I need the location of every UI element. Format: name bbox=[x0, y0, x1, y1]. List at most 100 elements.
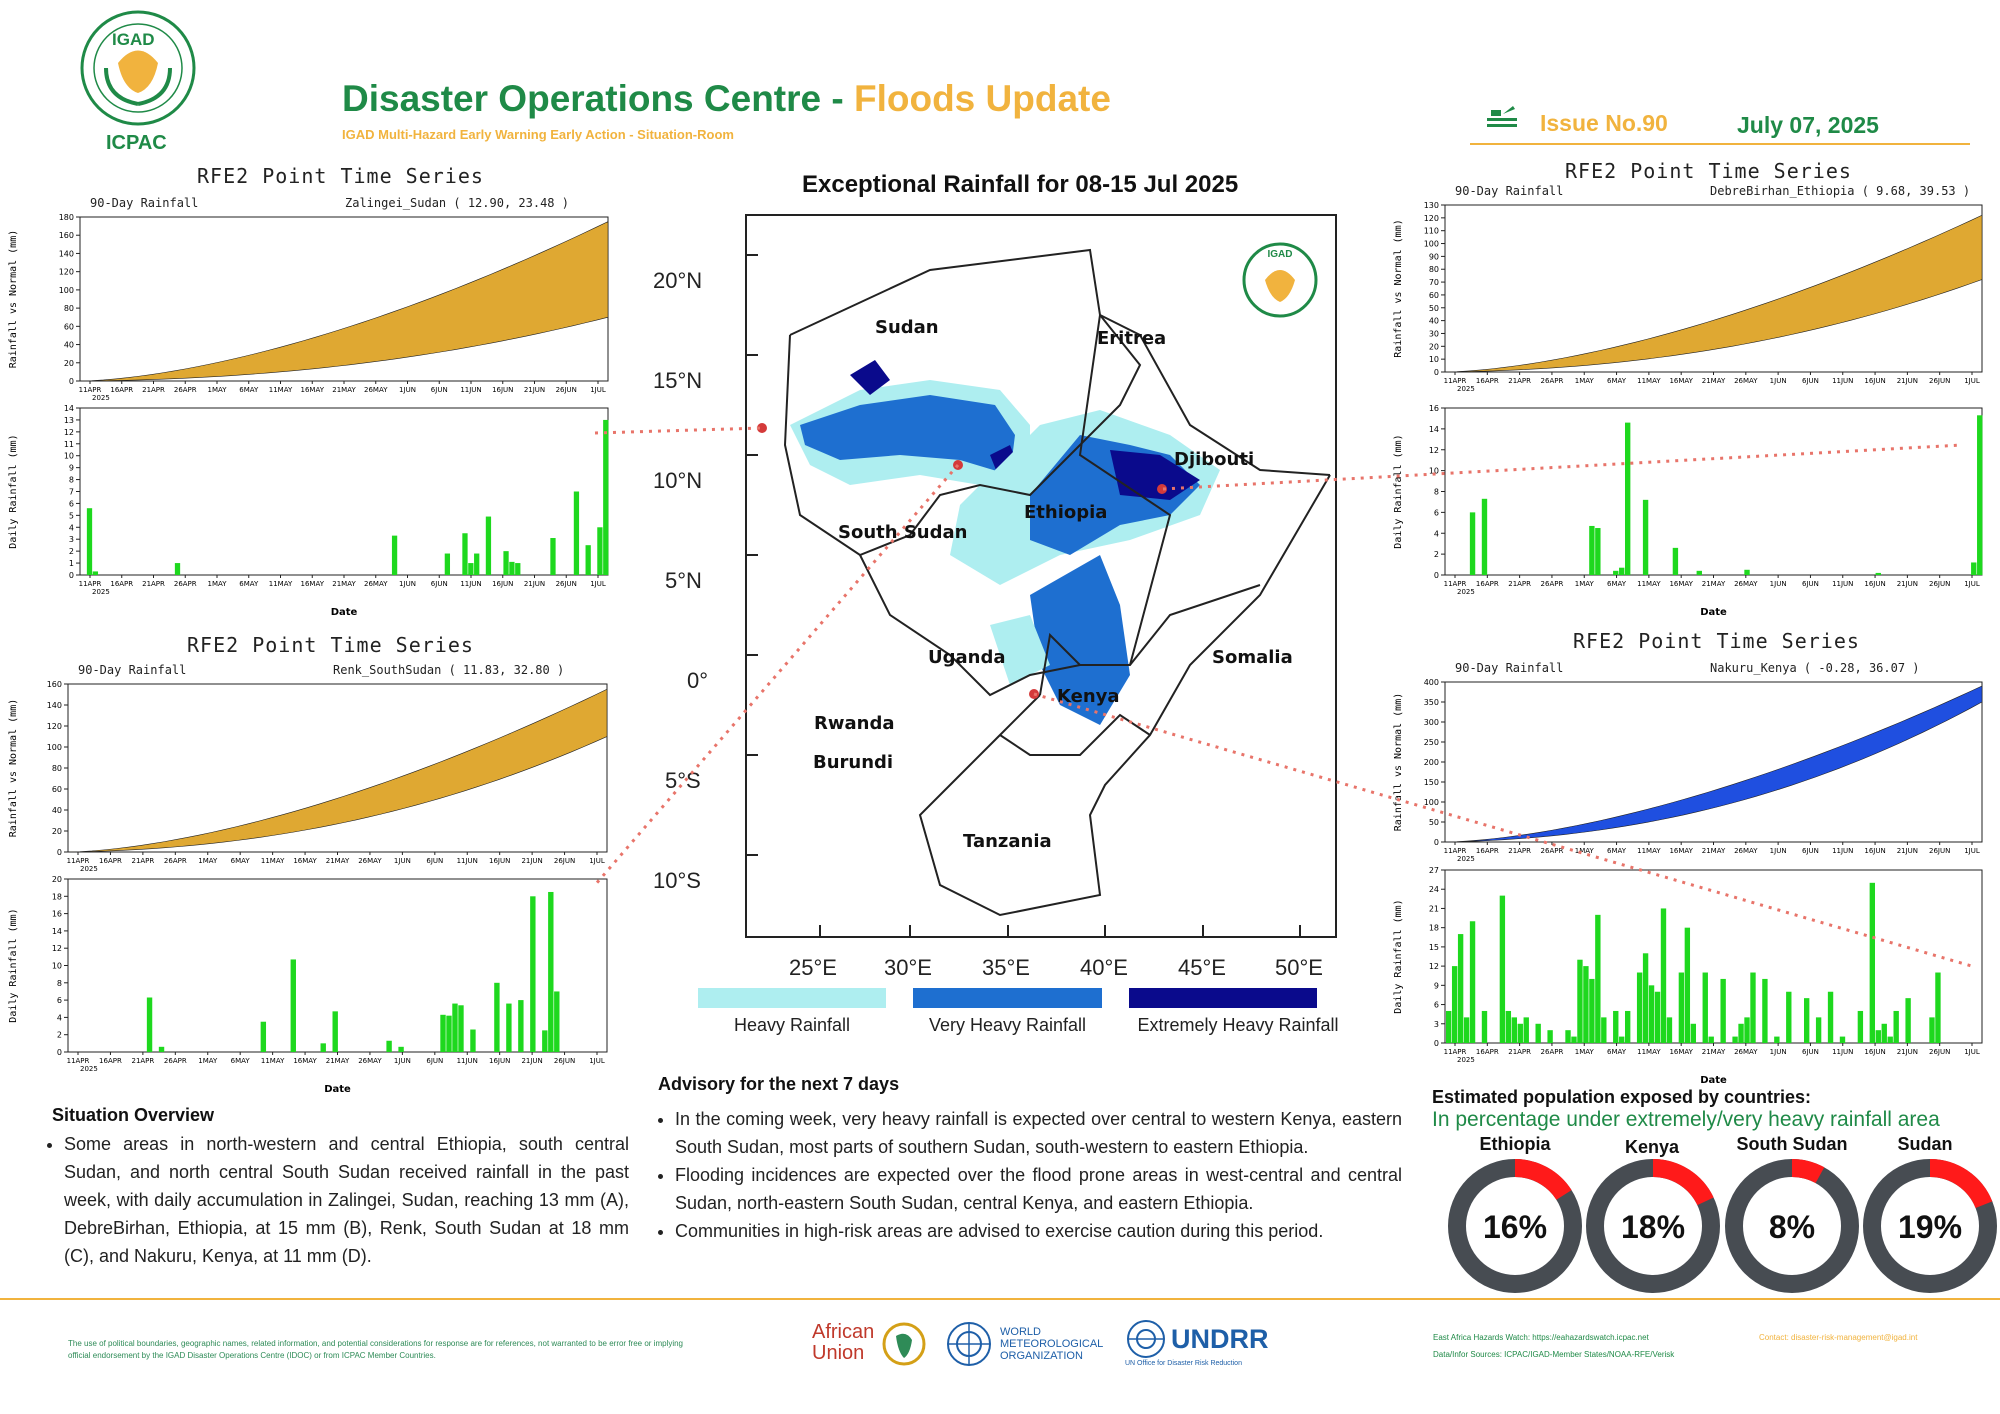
date-axis-title: Date bbox=[331, 607, 358, 618]
lon-25e: 25°E bbox=[789, 955, 837, 980]
daily-bar bbox=[1708, 1036, 1714, 1043]
panel-title: RFE2 Point Time Series bbox=[1573, 629, 1860, 653]
bar-ytick-label: 12 bbox=[1429, 446, 1439, 455]
area-ytick-label: 0 bbox=[1434, 368, 1439, 377]
daily-bar bbox=[509, 561, 515, 575]
daily-bar bbox=[470, 1029, 476, 1052]
date-label: 21MAY bbox=[326, 1057, 350, 1065]
date-label: 16MAY bbox=[1669, 1048, 1693, 1056]
bar-ytick-label: 12 bbox=[64, 428, 74, 437]
date-label: 16MAY bbox=[301, 580, 325, 588]
date-label: 26APR bbox=[1541, 847, 1564, 855]
daily-bar bbox=[1678, 972, 1685, 1043]
daily-bar bbox=[462, 533, 468, 575]
undrr-text: UNDRR bbox=[1171, 1324, 1269, 1354]
daily-bar bbox=[1446, 1010, 1452, 1043]
daily-bar bbox=[1535, 1023, 1541, 1043]
date-label: 21MAY bbox=[1702, 1048, 1726, 1056]
date-label: 11MAY bbox=[1637, 580, 1661, 588]
population-donuts: 16% 18% 8% 19% bbox=[1448, 1159, 1997, 1293]
date-label: 6MAY bbox=[239, 386, 259, 394]
area-ytick-label: 60 bbox=[64, 322, 74, 331]
bar-ytick-label: 8 bbox=[1434, 488, 1439, 497]
date-label: 26JUN bbox=[1929, 580, 1950, 588]
population-heading: Estimated population exposed by countrie… bbox=[1432, 1087, 1812, 1107]
advisory-bullet: Flooding incidences are expected over th… bbox=[675, 1161, 1402, 1217]
date-label: 6MAY bbox=[231, 857, 251, 865]
date-label: 11MAY bbox=[261, 857, 285, 865]
date-label: 11APR bbox=[1444, 377, 1467, 385]
date-label: 6JUN bbox=[431, 580, 448, 588]
donut-sudan: Sudan bbox=[1865, 1134, 1985, 1155]
date-label: 21APR bbox=[131, 857, 154, 865]
daily-bar bbox=[550, 538, 556, 575]
contact-email[interactable]: Contact: disaster-risk-management@igad.i… bbox=[1759, 1333, 1918, 1342]
date-label: 16APR bbox=[99, 1057, 122, 1065]
footer-divider bbox=[0, 1298, 2000, 1300]
area-ytick-label: 300 bbox=[1424, 718, 1439, 727]
title-accent: Floods Update bbox=[853, 78, 1111, 119]
date-label: 21JUN bbox=[1897, 580, 1918, 588]
area-ytick-label: 80 bbox=[1429, 265, 1439, 274]
label-djibouti: Djibouti bbox=[1174, 449, 1255, 470]
label-burundi: Burundi bbox=[813, 752, 894, 773]
bar-ytick-label: 27 bbox=[1429, 866, 1439, 875]
bar-ytick-label: 16 bbox=[52, 910, 62, 919]
date-label: 1MAY bbox=[207, 386, 227, 394]
date-label: 1JUL bbox=[1964, 580, 1980, 588]
daily-bar bbox=[146, 997, 153, 1052]
date-label: 26APR bbox=[174, 580, 197, 588]
daily-bar bbox=[1481, 1010, 1488, 1043]
bar-ytick-label: 8 bbox=[57, 979, 62, 988]
date-label: 26JUN bbox=[1929, 377, 1950, 385]
date-label: 6JUN bbox=[426, 857, 443, 865]
daily-bar bbox=[603, 419, 609, 575]
date-label: 26JUN bbox=[554, 1057, 575, 1065]
date-label: 26MAY bbox=[364, 386, 388, 394]
date-label: 16APR bbox=[110, 386, 133, 394]
daily-bar bbox=[474, 553, 480, 575]
page-title: Disaster Operations Centre - Floods Upda… bbox=[342, 78, 1111, 120]
date-label: 1MAY bbox=[1575, 1048, 1595, 1056]
date-label: 1MAY bbox=[198, 857, 218, 865]
date-label: 26APR bbox=[174, 386, 197, 394]
daily-bar bbox=[1505, 1010, 1512, 1043]
date-label: 21APR bbox=[131, 1057, 154, 1065]
bar-ytick-label: 0 bbox=[1434, 1039, 1439, 1048]
date-label: 21JUN bbox=[524, 580, 545, 588]
date-label: 26MAY bbox=[1734, 377, 1758, 385]
donut-value: 18% bbox=[1621, 1209, 1685, 1245]
bar-ytick-label: 18 bbox=[52, 892, 62, 901]
igad-logo-text: IGAD bbox=[112, 30, 155, 49]
daily-bar bbox=[1935, 972, 1941, 1043]
daily-bar bbox=[1827, 991, 1834, 1043]
daily-bar bbox=[1929, 1017, 1935, 1043]
bar-ytick-label: 14 bbox=[52, 927, 62, 936]
date-label: 11JUN bbox=[460, 386, 481, 394]
area-ytick-label: 120 bbox=[47, 722, 62, 731]
daily-bar bbox=[1720, 978, 1726, 1043]
wmo-text: WORLD METEOROLOGICAL ORGANIZATION bbox=[1000, 1326, 1103, 1362]
daily-bar bbox=[1469, 921, 1476, 1043]
issue-icon bbox=[1485, 104, 1519, 132]
daily-bar bbox=[1786, 991, 1792, 1043]
hazards-watch-link[interactable]: East Africa Hazards Watch: https://eahaz… bbox=[1433, 1333, 1649, 1342]
daily-bar bbox=[1744, 1017, 1750, 1043]
daily-bar bbox=[398, 1046, 404, 1052]
date-label: 6MAY bbox=[1607, 1048, 1627, 1056]
daily-bar bbox=[506, 1003, 512, 1052]
daily-bar bbox=[1595, 914, 1601, 1043]
daily-bar bbox=[1642, 953, 1649, 1043]
date-axis-title: Date bbox=[1700, 1075, 1727, 1086]
area-ytick-label: 140 bbox=[59, 249, 74, 258]
date-label: 16JUN bbox=[1864, 847, 1885, 855]
date-label: 6MAY bbox=[1607, 377, 1627, 385]
date-label: 6MAY bbox=[1607, 580, 1627, 588]
area-ytick-label: 180 bbox=[59, 213, 74, 222]
area-ytick-label: 120 bbox=[1424, 214, 1439, 223]
date-label: 11MAY bbox=[269, 580, 293, 588]
area-ytick-label: 30 bbox=[1429, 329, 1439, 338]
date-label: 26APR bbox=[1541, 1048, 1564, 1056]
date-label: 11APR bbox=[1444, 847, 1467, 855]
daily-bar bbox=[554, 991, 560, 1052]
